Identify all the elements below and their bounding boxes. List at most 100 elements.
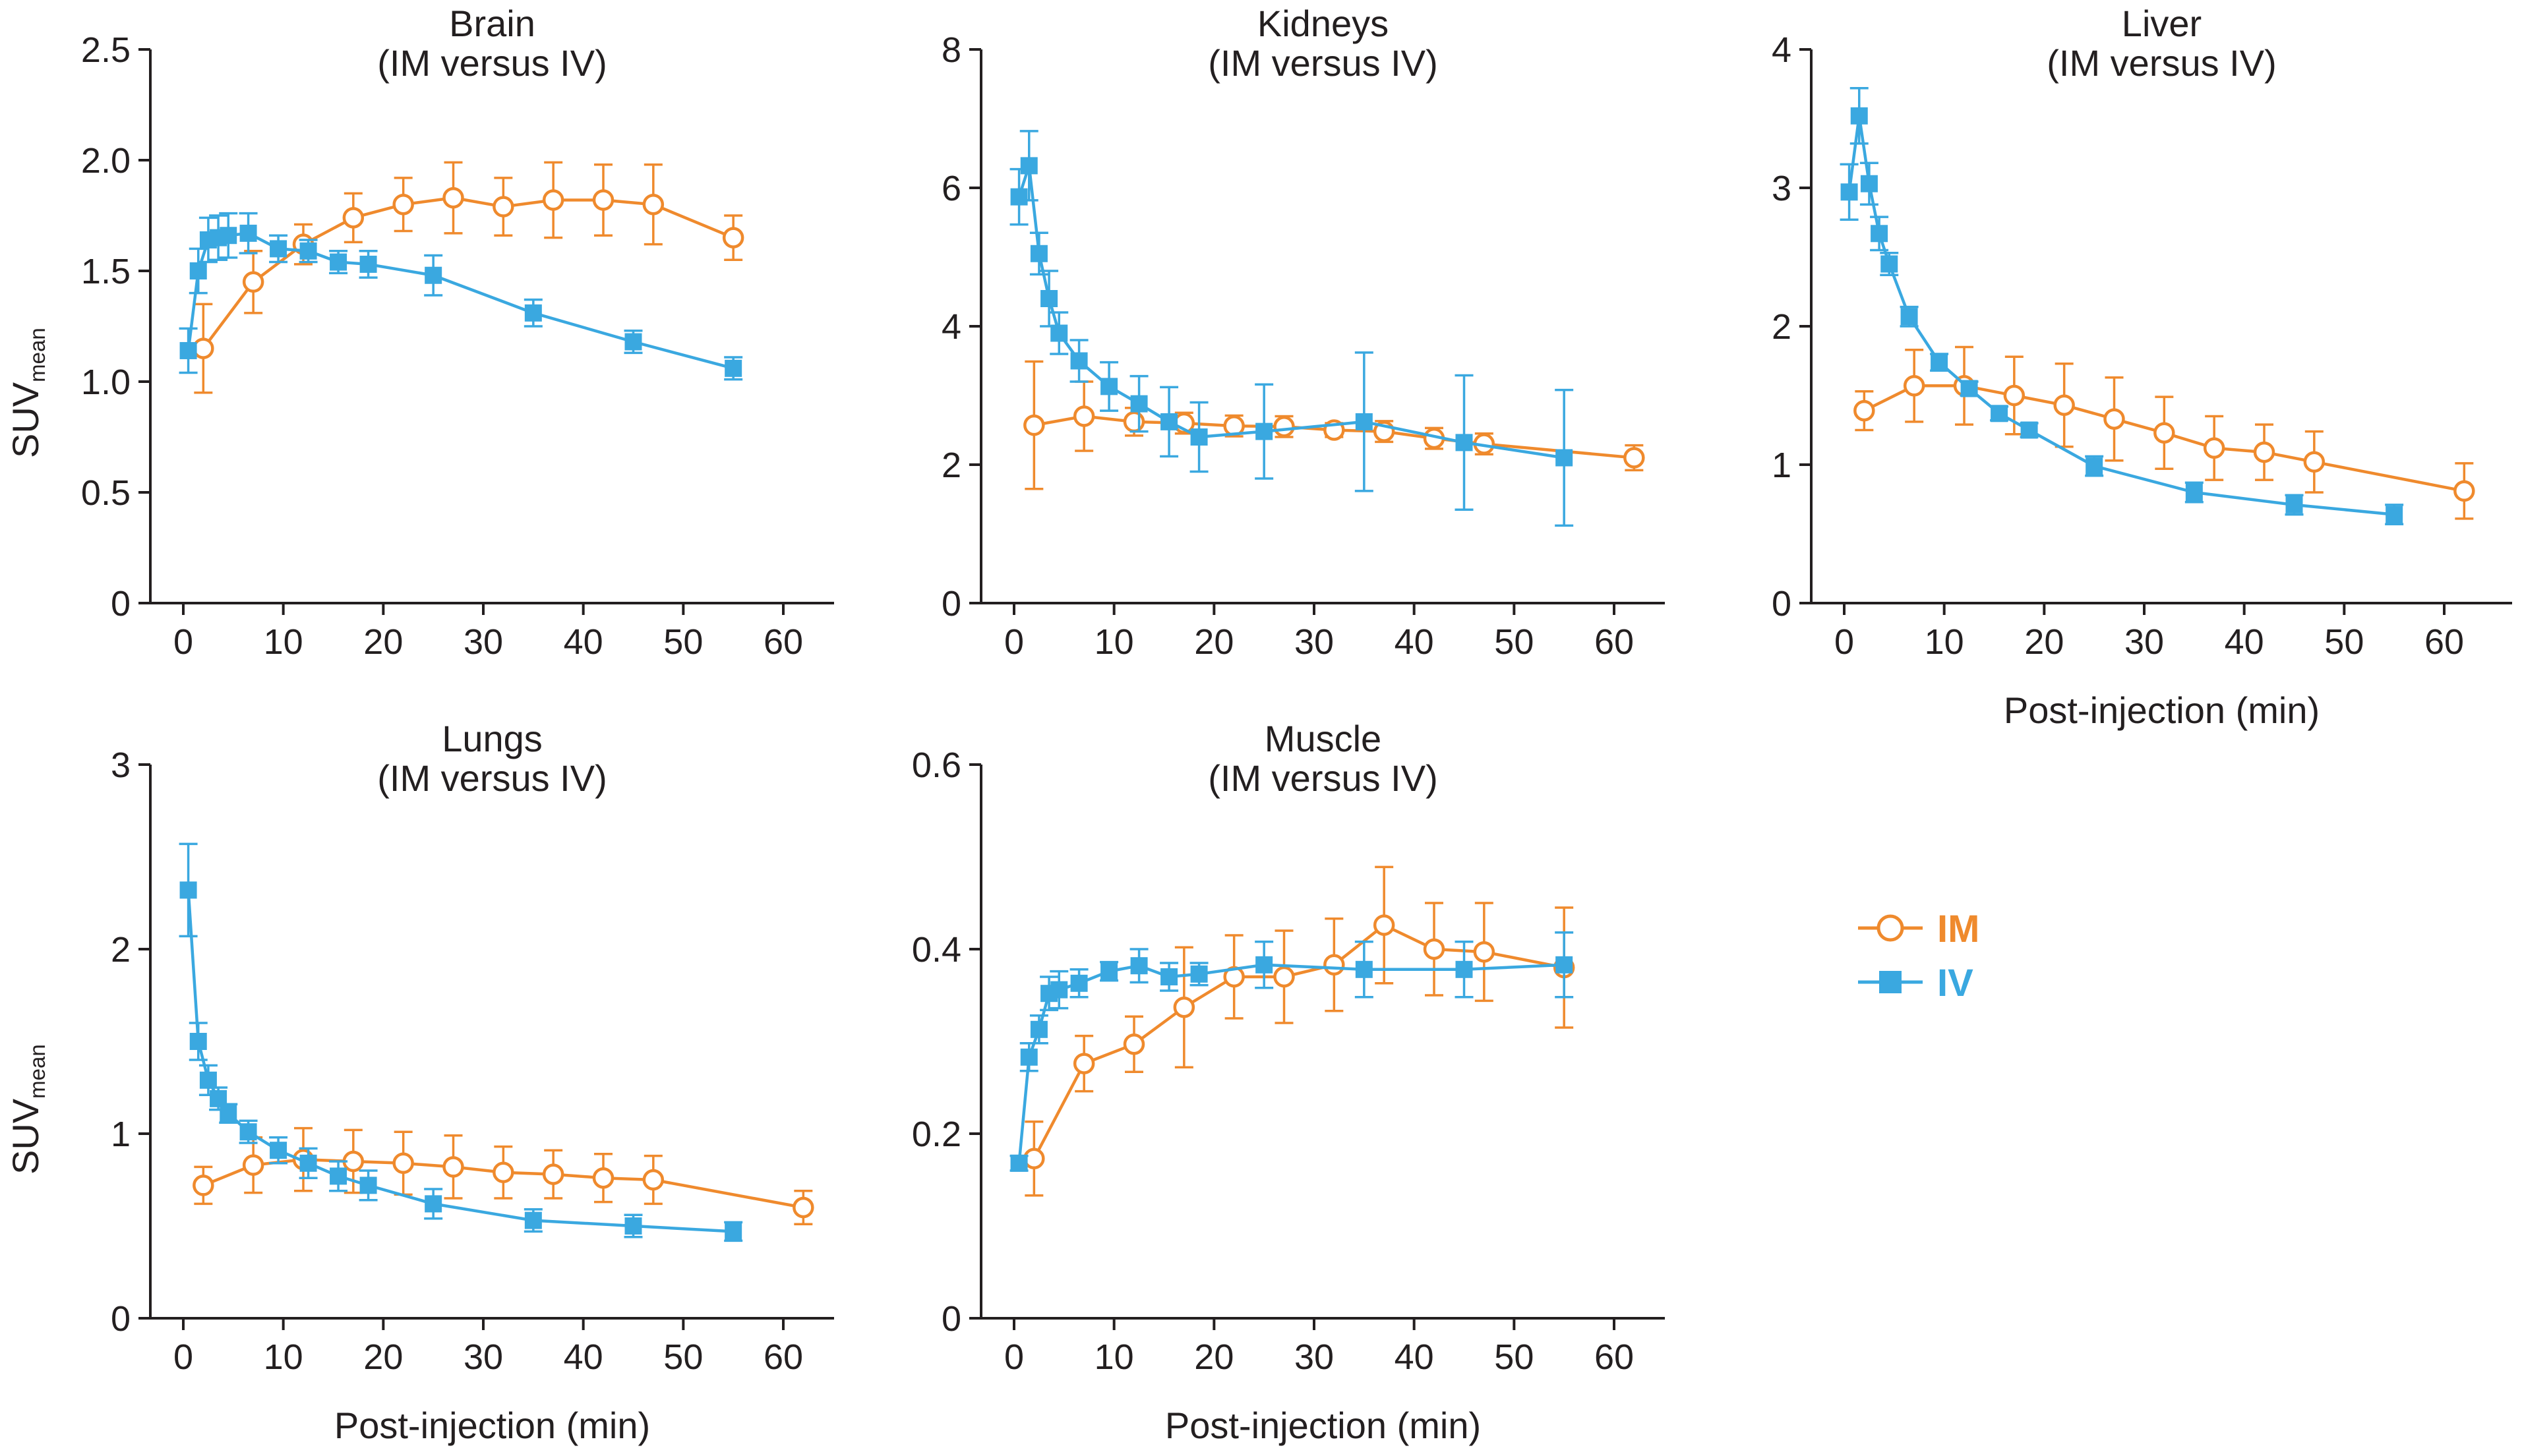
data-point-iv (1555, 449, 1573, 467)
chart-subtitle: (IM versus IV) (1208, 757, 1437, 799)
x-tick-label: 20 (2024, 622, 2064, 662)
y-tick-label: 1 (1772, 446, 1791, 485)
x-tick-label: 0 (1004, 1337, 1024, 1377)
data-point-im (542, 1163, 564, 1185)
chart-title: Muscle (1265, 718, 1381, 759)
data-point-iv (220, 1105, 237, 1122)
data-point-iv (624, 333, 642, 351)
data-point-im (722, 227, 744, 248)
data-point-im (793, 1196, 814, 1219)
data-point-iv (1991, 405, 2008, 422)
chart-title: Kidneys (1257, 3, 1389, 44)
data-point-im (1073, 405, 1095, 427)
data-point-iv (1255, 956, 1273, 974)
y-tick-label: 8 (942, 30, 961, 70)
x-tick-label: 60 (2424, 622, 2464, 662)
data-point-iv (189, 1033, 207, 1050)
data-point-iv (2086, 457, 2103, 475)
data-point-im (242, 1154, 264, 1176)
y-tick-label: 2.0 (81, 141, 131, 181)
y-tick-label: 0 (942, 1299, 961, 1339)
x-tick-label: 30 (1294, 1337, 1334, 1377)
data-point-im (2053, 394, 2075, 416)
y-tick-label: 0 (111, 584, 131, 624)
data-point-iv (2020, 421, 2038, 439)
x-tick-label: 10 (1095, 622, 1134, 662)
x-tick-label: 20 (1194, 1337, 1234, 1377)
series-iv (1009, 130, 1574, 527)
x-tick-label: 50 (1494, 622, 1534, 662)
y-tick-label: 2 (942, 446, 961, 485)
x-tick-label: 10 (264, 622, 303, 662)
y-tick-label: 6 (942, 169, 961, 208)
chart-panel-muscle: Muscle(IM versus IV) 0 0.2 0.4 0.6 0 10 20 30 40 5… (912, 718, 1665, 1446)
series-im (193, 161, 744, 394)
x-tick-label: 40 (564, 622, 603, 662)
data-point-iv (1190, 428, 1208, 446)
data-point-iv (1100, 378, 1118, 395)
y-tick-label: 3 (111, 745, 131, 785)
data-point-iv (2386, 506, 2403, 523)
data-point-im (2203, 437, 2225, 459)
data-point-im (1173, 996, 1195, 1018)
x-tick-label: 40 (1395, 1337, 1434, 1377)
data-point-im (642, 1169, 665, 1191)
data-point-im (1423, 938, 1445, 960)
x-tick-label: 40 (564, 1337, 603, 1377)
data-point-im (193, 1175, 214, 1196)
data-point-iv (1050, 324, 1068, 342)
data-point-iv (1960, 380, 1978, 397)
chart-subtitle: (IM versus IV) (1208, 42, 1437, 84)
y-axis-label-main: SUV (5, 1098, 46, 1175)
x-axis-label: Post-injection (min) (2004, 689, 2320, 731)
data-point-iv (1871, 225, 1888, 243)
data-point-iv (1355, 960, 1373, 978)
data-point-iv (189, 262, 207, 279)
x-tick-label: 0 (1004, 622, 1024, 662)
data-point-iv (1555, 956, 1573, 974)
data-point-iv (1455, 434, 1473, 451)
series-im (1023, 865, 1575, 1197)
series-im (1853, 345, 2475, 520)
data-point-iv (330, 253, 347, 271)
data-point-iv (725, 1223, 742, 1240)
data-point-im (442, 187, 464, 209)
series-iv (179, 212, 743, 381)
data-point-iv (1160, 968, 1178, 985)
y-tick-label: 1 (111, 1115, 131, 1154)
y-tick-label: 0 (1772, 584, 1791, 624)
data-point-iv (1070, 974, 1088, 992)
data-point-im (2253, 441, 2275, 463)
x-tick-label: 10 (1925, 622, 1964, 662)
x-axis-label: Post-injection (min) (334, 1405, 650, 1446)
x-tick-label: 50 (2324, 622, 2364, 662)
y-tick-label: 0.2 (912, 1115, 961, 1154)
data-point-im (1373, 914, 1395, 936)
x-tick-label: 60 (764, 1337, 803, 1377)
legend-marker-im (1876, 914, 1904, 942)
x-tick-label: 30 (1294, 622, 1334, 662)
y-tick-label: 2.5 (81, 30, 131, 70)
data-point-im (2003, 384, 2026, 407)
data-point-iv (330, 1167, 347, 1185)
data-point-iv (1160, 413, 1178, 430)
data-point-im (542, 189, 564, 211)
data-point-im (493, 196, 514, 218)
data-point-iv (1355, 413, 1373, 430)
data-point-iv (299, 1154, 317, 1172)
data-point-iv (270, 1142, 287, 1159)
data-point-iv (725, 359, 742, 377)
chart-panel-brain: Brain(IM versus IV) 0 0.5 1.0 1.5 2.0 2.5 0 10 20… (5, 3, 834, 662)
x-tick-label: 60 (764, 622, 803, 662)
x-tick-label: 60 (1594, 622, 1634, 662)
data-point-im (1323, 954, 1345, 976)
data-point-iv (179, 341, 197, 359)
data-point-im (1123, 411, 1145, 433)
series-iv (1009, 931, 1574, 1172)
data-point-iv (1931, 353, 1948, 371)
data-point-im (1623, 447, 1645, 469)
data-point-iv (1130, 395, 1148, 413)
data-point-iv (1190, 965, 1208, 983)
data-point-im (392, 1152, 414, 1175)
data-point-iv (199, 1071, 217, 1089)
